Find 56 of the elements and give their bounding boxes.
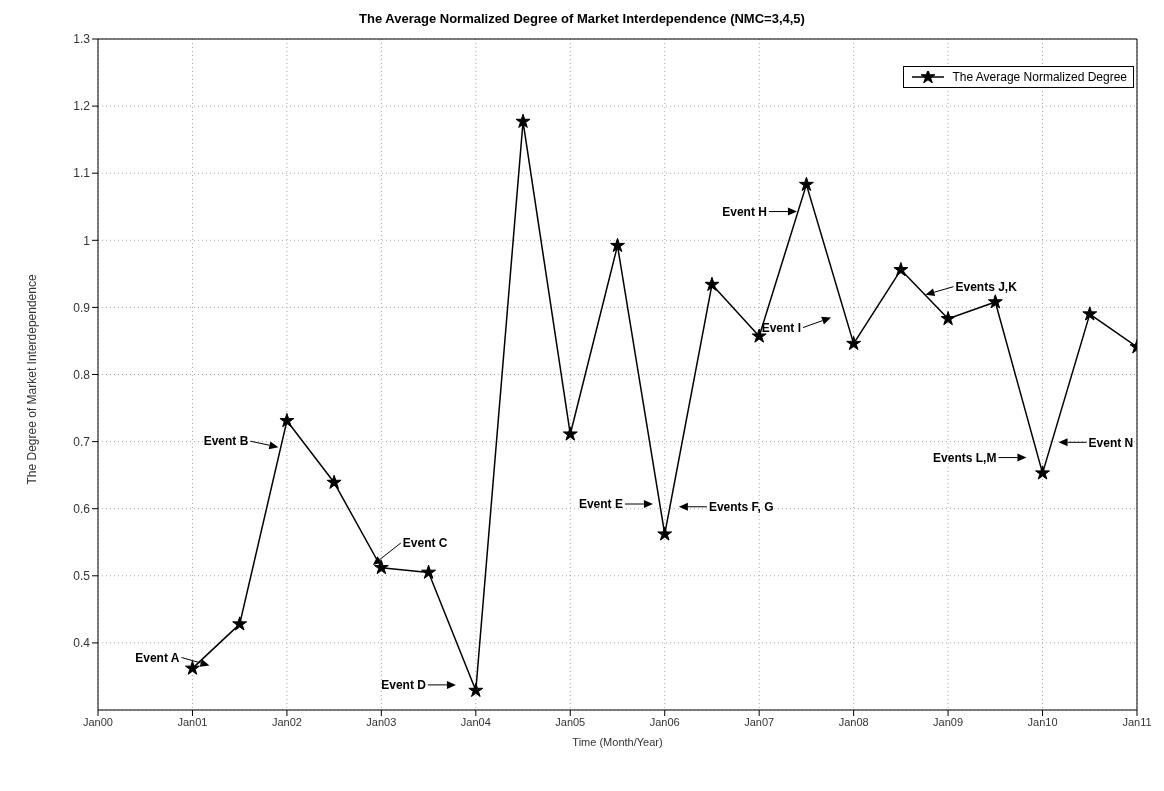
annotation: Event A — [135, 650, 180, 665]
point — [610, 237, 625, 253]
x-tick-label: Jan04 — [460, 715, 491, 728]
y-tick-label: 0.4 — [73, 636, 91, 651]
x-axis-title: Time (Month/Year) — [572, 736, 663, 748]
annotation: Events F, G — [708, 499, 774, 514]
x-tick-label: Jan06 — [649, 715, 680, 728]
annotation: Event D — [381, 678, 427, 693]
x-tick-label: Jan07 — [744, 715, 775, 728]
x-tick-label: Jan08 — [838, 715, 869, 728]
x-tick-label: Jan09 — [933, 715, 964, 728]
x-tick-label: Jan00 — [83, 715, 113, 728]
y-tick-label: 0.9 — [73, 300, 91, 315]
annotation: Event I — [761, 320, 802, 335]
point — [185, 660, 200, 675]
point — [1082, 306, 1098, 321]
y-tick-label: 0.5 — [73, 569, 91, 584]
point — [846, 335, 862, 351]
point — [893, 262, 909, 277]
point — [373, 559, 389, 575]
x-tick-label: Jan10 — [1027, 715, 1058, 728]
y-tick-label: 1 — [83, 233, 91, 248]
annotation: Event B — [203, 434, 249, 449]
point — [562, 426, 578, 441]
annotation: Event N — [1088, 435, 1134, 450]
y-axis-title: The Degree of Market Interdependence — [25, 274, 40, 485]
point — [232, 616, 248, 631]
y-tick-label: 1.3 — [73, 32, 91, 47]
y-tick-label: 0.7 — [73, 434, 91, 449]
chart-title: The Average Normalized Degree of Market Interdependence (NMC=3,4,5) — [358, 10, 806, 28]
x-tick-label: Jan11 — [1122, 715, 1152, 728]
x-tick-label: Jan01 — [177, 715, 208, 728]
x-tick-label: Jan03 — [366, 715, 397, 728]
y-tick-label: 1.2 — [73, 99, 91, 114]
legend-label: The Average Normalized Degree — [952, 70, 1127, 84]
point — [657, 526, 673, 541]
annotation: Event E — [578, 497, 623, 512]
annotation: Events J,K — [955, 279, 1018, 294]
annotation: Events L,M — [933, 450, 997, 465]
point — [421, 564, 437, 579]
y-tick-label: 0.6 — [73, 501, 91, 516]
point — [1035, 465, 1050, 480]
annotation: Event H — [722, 204, 767, 219]
point — [515, 113, 531, 128]
point — [987, 294, 1003, 309]
point — [326, 474, 342, 489]
x-tick-label: Jan02 — [271, 715, 302, 728]
point — [940, 311, 956, 326]
x-tick-label: Jan05 — [555, 715, 586, 728]
point — [704, 276, 720, 291]
y-tick-label: 1.1 — [73, 166, 91, 181]
y-tick-label: 0.8 — [73, 367, 91, 382]
point — [798, 176, 814, 192]
point — [468, 682, 484, 697]
annotation: Event C — [402, 536, 448, 551]
point — [279, 412, 295, 428]
